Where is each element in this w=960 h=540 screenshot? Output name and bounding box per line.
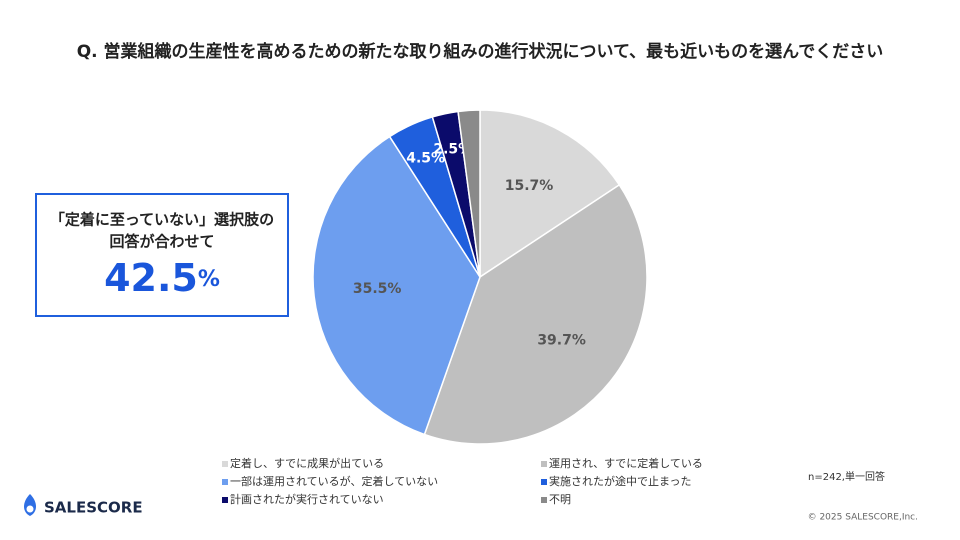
- copyright: © 2025 SALESCORE,Inc.: [808, 513, 918, 523]
- legend-label: 定着し、すでに成果が出ている: [230, 456, 384, 470]
- callout-line: 回答が合わせて: [109, 233, 214, 251]
- logo: SALESCORE: [24, 494, 143, 517]
- callout-value: 42.5%: [104, 256, 220, 300]
- callout-line: 「定着に至っていない」選択肢の: [50, 211, 274, 229]
- legend-label: 不明: [549, 493, 571, 506]
- legend-marker: [222, 497, 228, 503]
- legend-label: 計画されたが実行されていない: [230, 492, 384, 506]
- legend-marker: [541, 497, 547, 503]
- pie-slice: [423, 183, 648, 445]
- callout-number: 42.5: [104, 256, 198, 300]
- logo-text: SALESCORE: [44, 499, 143, 517]
- pie-slice: [312, 135, 481, 436]
- chart-title: Q. 営業組織の生産性を高めるための新たな取り組みの進行状況について、最も近いも…: [77, 41, 884, 62]
- callout-box: [35, 193, 289, 317]
- slice-label: 4.5%: [406, 151, 445, 167]
- slice-label: 39.7%: [537, 333, 586, 349]
- sample-note: n=242,単一回答: [808, 470, 885, 483]
- logo-icon-dot: [26, 505, 34, 513]
- slice-label: 15.7%: [505, 178, 554, 194]
- legend-label: 実施されたが途中で止まった: [549, 474, 692, 488]
- logo-icon: [24, 494, 36, 516]
- callout-unit: %: [198, 267, 220, 292]
- slice-label: 35.5%: [353, 281, 402, 297]
- legend-label: 運用され、すでに定着している: [549, 456, 703, 470]
- legend-marker: [541, 461, 547, 467]
- legend-label: 一部は運用されているが、定着していない: [230, 474, 438, 488]
- legend-marker: [541, 479, 547, 485]
- legend-marker: [222, 479, 228, 485]
- legend-marker: [222, 461, 228, 467]
- pie-slice: [479, 109, 621, 279]
- pie-slice: [457, 109, 481, 278]
